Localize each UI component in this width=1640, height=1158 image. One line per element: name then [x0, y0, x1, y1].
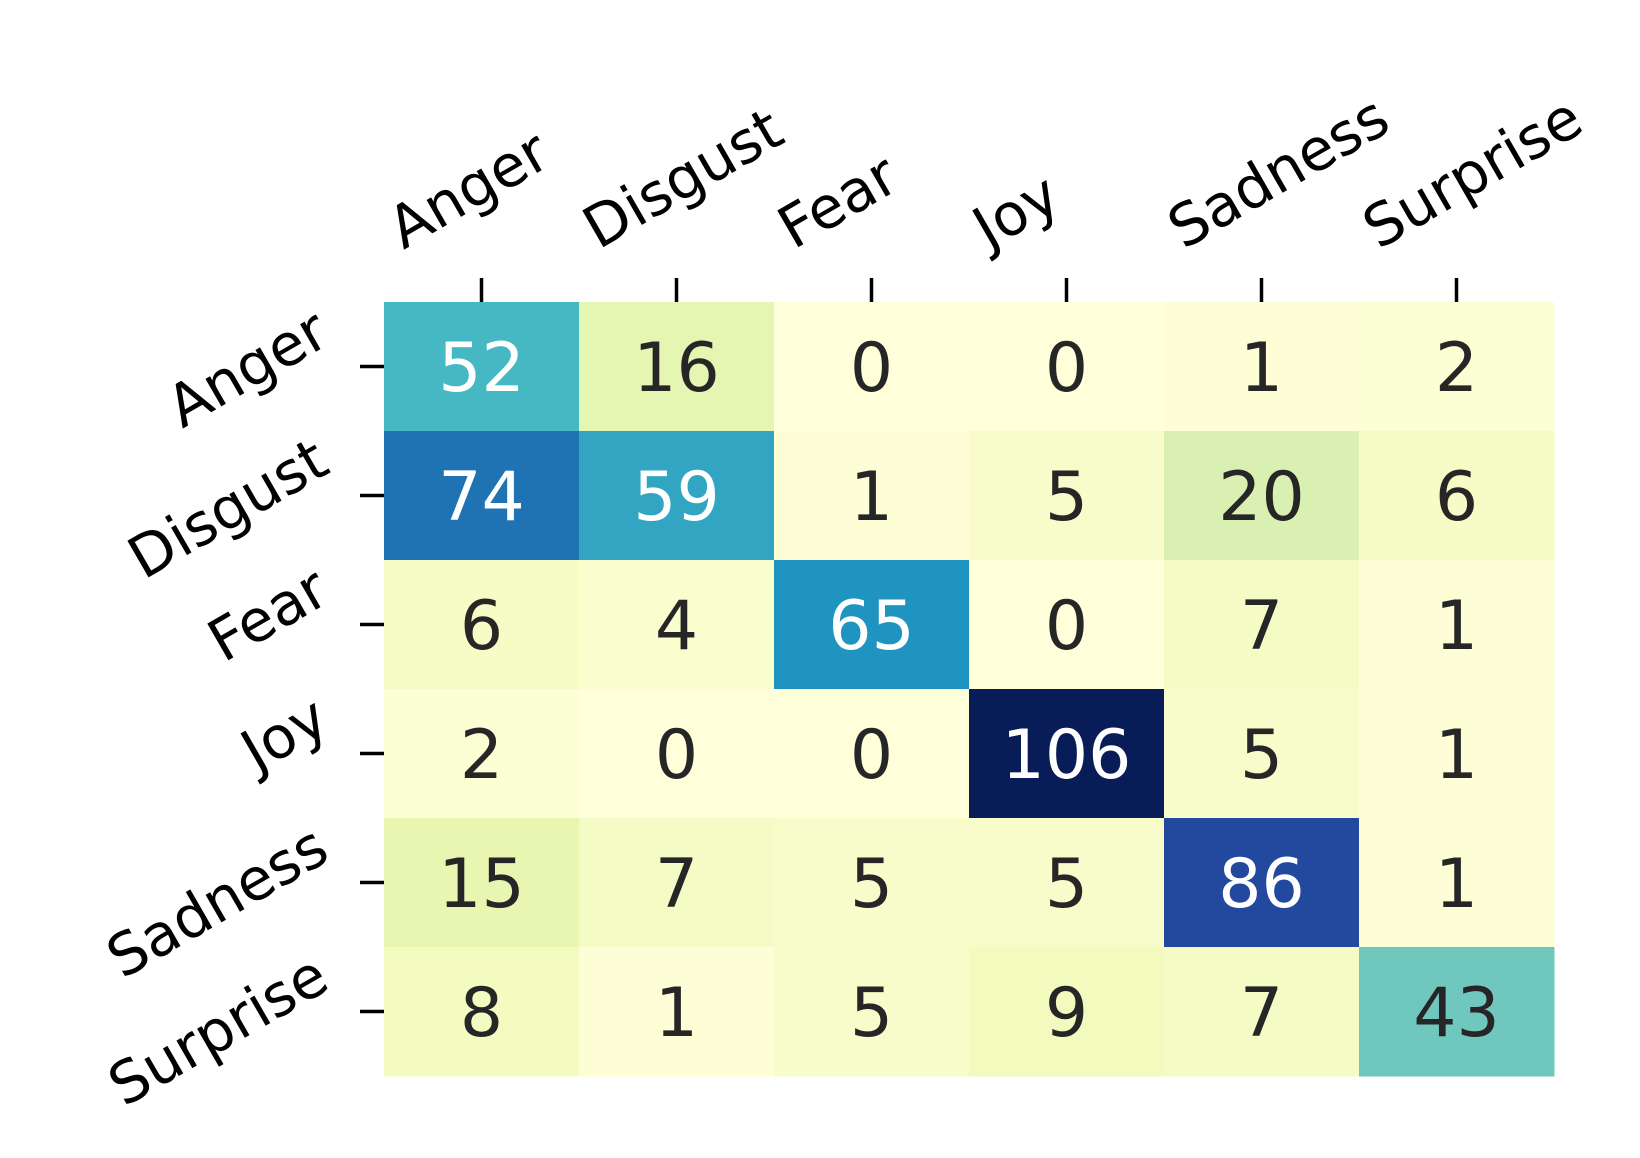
- heatmap-cell: [774, 689, 970, 819]
- cell-value-label: 5: [850, 845, 893, 924]
- cell-value-label: 2: [1435, 329, 1478, 408]
- cell-value-label: 6: [1435, 458, 1478, 537]
- heatmap-cell: [1164, 302, 1360, 432]
- cell-value-label: 5: [1045, 845, 1088, 924]
- heatmap-cell: [969, 689, 1165, 819]
- y-tick-label: Joy: [227, 683, 339, 787]
- cell-value-label: 5: [850, 974, 893, 1053]
- cell-value-label: 4: [655, 587, 698, 666]
- cell-value-label: 1: [655, 974, 698, 1053]
- heatmap-cell: [774, 431, 970, 561]
- heatmap-cell: [384, 818, 580, 948]
- cell-value-label: 1: [850, 458, 893, 537]
- cell-value-label: 2: [460, 716, 503, 795]
- cell-value-label: 0: [850, 716, 893, 795]
- cell-value-label: 6: [460, 587, 503, 666]
- heatmap-cell: [1359, 431, 1555, 561]
- heatmap-cell: [969, 431, 1165, 561]
- x-tick-label: Disgust: [572, 94, 794, 262]
- heatmap-cell: [774, 302, 970, 432]
- heatmap-cell: [384, 302, 580, 432]
- heatmap-cell: [1359, 689, 1555, 819]
- x-tick-label: Anger: [377, 117, 561, 262]
- heatmap-cell: [969, 818, 1165, 948]
- heatmap-cell: [1359, 560, 1555, 690]
- heatmap-cell: [579, 560, 775, 690]
- heatmap-cell: [1164, 818, 1360, 948]
- x-tick-label: Fear: [767, 141, 910, 263]
- heatmap-cell: [579, 431, 775, 561]
- heatmap-cell: [579, 818, 775, 948]
- heatmap-cell: [969, 302, 1165, 432]
- heatmap-cell: [384, 560, 580, 690]
- heatmap-cell: [774, 560, 970, 690]
- cell-value-label: 43: [1413, 974, 1500, 1053]
- cell-value-label: 16: [633, 329, 720, 408]
- x-tick-label: Sadness: [1157, 82, 1401, 262]
- heatmap-cell: [1164, 560, 1360, 690]
- heatmap-cell: [774, 947, 970, 1077]
- cell-value-label: 106: [1002, 716, 1132, 795]
- y-tick-label: Anger: [155, 296, 339, 441]
- cell-value-label: 5: [1045, 458, 1088, 537]
- cell-value-label: 5: [1240, 716, 1283, 795]
- cell-value-label: 52: [438, 329, 525, 408]
- heatmap-cell: [579, 689, 775, 819]
- heatmap-cell: [969, 947, 1165, 1077]
- cell-value-label: 1: [1435, 845, 1478, 924]
- cell-value-label: 59: [633, 458, 720, 537]
- cell-value-label: 7: [1240, 587, 1283, 666]
- cell-value-label: 74: [438, 458, 525, 537]
- x-tick-label: Joy: [959, 160, 1071, 264]
- cell-value-label: 0: [1045, 587, 1088, 666]
- heatmap-cell: [384, 689, 580, 819]
- heatmap-cell: [384, 431, 580, 561]
- heatmap-cell: [1359, 947, 1555, 1077]
- heatmap-cell: [1164, 947, 1360, 1077]
- cell-value-label: 0: [850, 329, 893, 408]
- cell-value-label: 65: [828, 587, 915, 666]
- cell-value-label: 9: [1045, 974, 1088, 1053]
- heatmap-cell: [774, 818, 970, 948]
- cell-value-label: 1: [1435, 716, 1478, 795]
- cell-value-label: 15: [438, 845, 525, 924]
- heatmap-cells: [384, 302, 1555, 1077]
- cell-value-label: 0: [1045, 329, 1088, 408]
- heatmap-cell: [384, 947, 580, 1077]
- x-tick-label: Surprise: [1352, 83, 1594, 262]
- cell-value-label: 8: [460, 974, 503, 1053]
- heatmap-cell: [579, 947, 775, 1077]
- cell-value-label: 20: [1218, 458, 1305, 537]
- cell-value-label: 7: [655, 845, 698, 924]
- heatmap-annotations: 52 16 0 0 1 274 59 1 5 20 66 4 65 0 7 12 0 0 106 5 115 7 5 5 86 1…: [438, 329, 1500, 1053]
- heatmap-cell: [579, 302, 775, 432]
- cell-value-label: 1: [1435, 587, 1478, 666]
- heatmap-cell: [1164, 431, 1360, 561]
- heatmap-cell: [969, 560, 1165, 690]
- heatmap-cell: [1164, 689, 1360, 819]
- cell-value-label: 0: [655, 716, 698, 795]
- cell-value-label: 86: [1218, 845, 1305, 924]
- cell-value-label: 7: [1240, 974, 1283, 1053]
- cell-value-label: 1: [1240, 329, 1283, 408]
- heatmap-cell: [1359, 818, 1555, 948]
- y-tick-label: Fear: [197, 554, 340, 676]
- heatmap-cell: [1359, 302, 1555, 432]
